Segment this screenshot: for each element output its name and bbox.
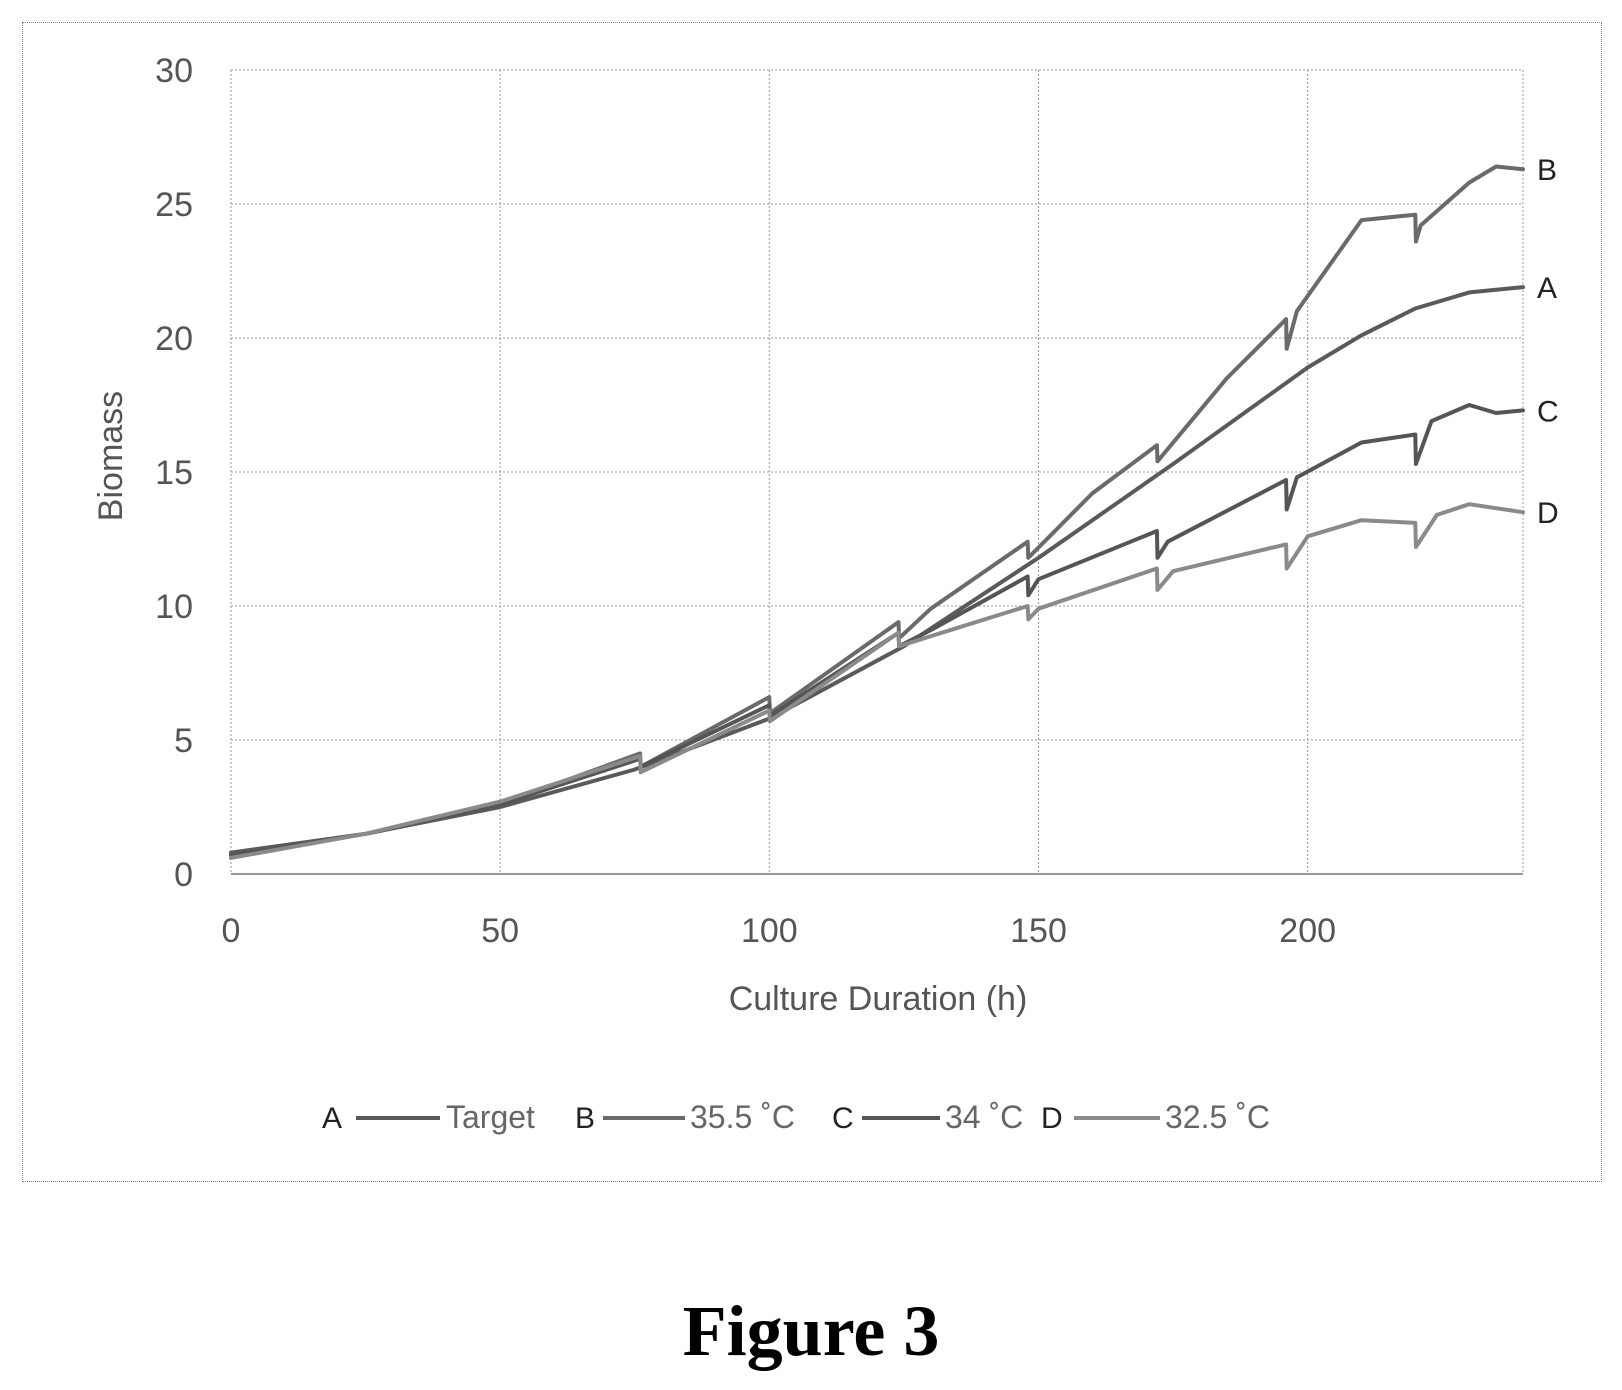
series-line-c [229,403,1525,858]
x-tick-label: 100 [741,912,798,950]
x-tick-label: 150 [1010,912,1067,950]
tick-labels: 0 5 10 15 20 25 30 0 50 100 150 200 [155,52,1336,950]
legend-entry-d: 32.5 ˚C [1165,1099,1270,1135]
biomass-chart: 0 5 10 15 20 25 30 0 50 100 150 200 A B C D Culture Du… [92,52,1559,1135]
series-line-b [229,164,1525,858]
y-tick-label: 10 [155,588,193,626]
series-line-d [229,502,1525,860]
legend-letter-b: B [575,1102,595,1135]
x-tick-label: 50 [481,912,519,950]
legend-entry-a: Target [446,1099,535,1135]
x-axis-title: Culture Duration (h) [729,980,1028,1018]
legend-letter-d: D [1041,1102,1063,1135]
legend-entry-c: 34 ˚C [945,1099,1023,1135]
series-end-label-d: D [1537,497,1559,530]
series-end-label-b: B [1537,154,1557,187]
x-tick-label: 200 [1279,912,1336,950]
y-tick-label: 5 [174,722,193,760]
y-tick-label: 30 [155,52,193,90]
legend: A Target B 35.5 ˚C C 34 ˚C D 32.5 ˚C [322,1099,1270,1135]
legend-letter-a: A [322,1102,342,1135]
series-end-label-a: A [1537,272,1557,305]
y-axis-title: Biomass [92,391,130,521]
y-tick-label: 0 [174,856,193,894]
x-tick-label: 0 [222,912,241,950]
series-end-label-c: C [1537,395,1559,428]
series-end-labels: A B C D [1537,154,1559,530]
series-line-a [229,285,1525,855]
legend-entry-b: 35.5 ˚C [690,1099,795,1135]
series-lines [229,164,1525,860]
grid [230,69,1524,875]
figure-caption: Figure 3 [682,1291,940,1371]
chart-frame [22,22,1602,1182]
y-tick-label: 15 [155,454,193,492]
y-tick-label: 25 [155,186,193,224]
y-tick-label: 20 [155,320,193,358]
legend-letter-c: C [832,1102,854,1135]
